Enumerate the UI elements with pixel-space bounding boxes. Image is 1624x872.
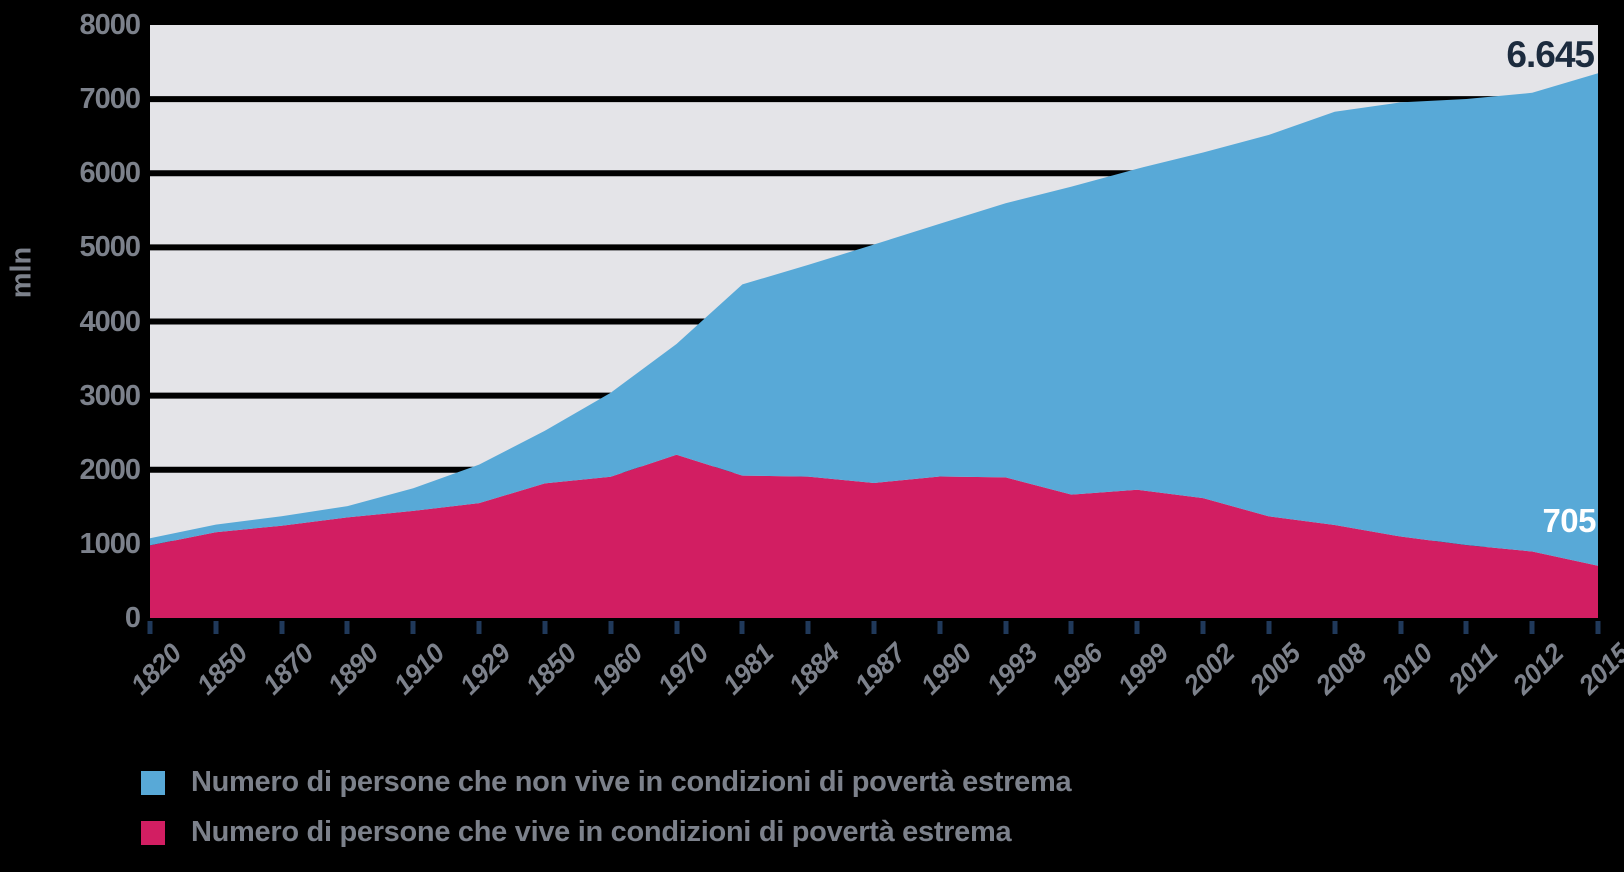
x-axis-tick [344,621,350,634]
x-axis-tick-label: 2008 [1309,638,1372,701]
x-axis-tick [410,621,416,634]
x-axis-tick-label: 1999 [1112,638,1175,701]
x-axis-tick-label: 1850 [190,638,254,701]
y-axis-tick-label: 2000 [79,453,141,486]
x-axis-tick-label: 1981 [717,638,780,701]
x-axis-tick-label: 1910 [388,638,451,701]
x-axis-tick [1332,621,1338,634]
x-axis-tick [1595,621,1601,634]
x-axis-tick-label: 1884 [783,638,846,701]
y-axis-tick-label: 7000 [79,83,141,116]
x-axis-tick-label: 2010 [1375,638,1438,701]
x-axis-tick [937,621,943,634]
x-axis-tick [476,621,482,634]
x-axis-tick-label: 2015 [1572,638,1624,701]
x-axis-tick [739,621,745,634]
x-axis-tick [1398,621,1404,634]
x-axis-tick [674,621,680,634]
x-axis-tick [1003,621,1009,634]
x-axis-tick [279,621,285,634]
y-axis-tick-label: 0 [124,602,141,634]
stacked-area-svg [150,25,1598,618]
x-axis-tick-label: 1850 [519,638,583,701]
y-axis-tick-label: 1000 [79,527,141,560]
legend-item-poverty: Numero di persone che vive in condizioni… [141,814,1071,851]
legend-label-poverty: Numero di persone che vive in condizioni… [191,816,1012,848]
x-axis-tick-label: 2005 [1243,638,1307,701]
x-axis-tick [871,621,877,634]
x-axis-tick [147,621,153,634]
x-axis-tick [1134,621,1140,634]
legend-label-non-poverty: Numero di persone che non vive in condiz… [191,766,1072,798]
x-axis-tick [1266,621,1272,634]
x-axis-tick-label: 2002 [1178,638,1241,701]
x-axis-tick-label: 1960 [585,638,648,701]
y-axis: mln 0 1000 2000 3000 4000 5000 6000 7000 8000 [0,0,150,872]
x-axis-tick-label: 1990 [914,638,978,701]
plot-area [150,25,1598,618]
x-axis-tick [805,621,811,634]
x-axis-tick-label: 1890 [322,638,385,701]
x-axis-tick-label: 1996 [1046,638,1109,701]
x-axis-tick-label: 1993 [980,638,1043,701]
legend-swatch-poverty-icon [141,820,165,845]
x-axis-tick [1068,621,1074,634]
poverty-area [150,454,1598,618]
y-axis-tick-label: 5000 [79,231,141,264]
x-axis-tick-label: 2011 [1442,638,1504,699]
y-axis-tick-label: 6000 [79,157,141,190]
x-axis-tick [1463,621,1469,634]
legend-swatch-non-poverty-icon [141,770,165,795]
x-axis-tick [213,621,219,634]
x-axis-tick [1200,621,1206,634]
x-axis-tick-label: 1987 [848,638,912,701]
x-axis-tick [608,621,614,634]
y-axis-tick-label: 8000 [79,9,141,41]
x-axis-tick-label: 2012 [1507,638,1570,701]
y-axis-tick-label: 4000 [79,305,141,338]
x-axis-tick-label: 1929 [454,638,517,701]
non-poverty-area [150,73,1598,566]
x-axis-tick [1529,621,1535,634]
x-axis-tick-label: 1970 [651,638,714,701]
legend-item-non-poverty: Numero di persone che non vive in condiz… [141,764,1072,801]
annotation-poverty-2015: 705 [1542,502,1596,539]
x-axis-tick-label: 1870 [256,638,319,701]
y-axis-tick-label: 3000 [79,379,141,412]
x-axis-tick [542,621,548,634]
annotation-non-poverty-2015: 6.645 [1506,34,1595,75]
legend: Numero di persone che non vive in condiz… [141,764,1072,864]
